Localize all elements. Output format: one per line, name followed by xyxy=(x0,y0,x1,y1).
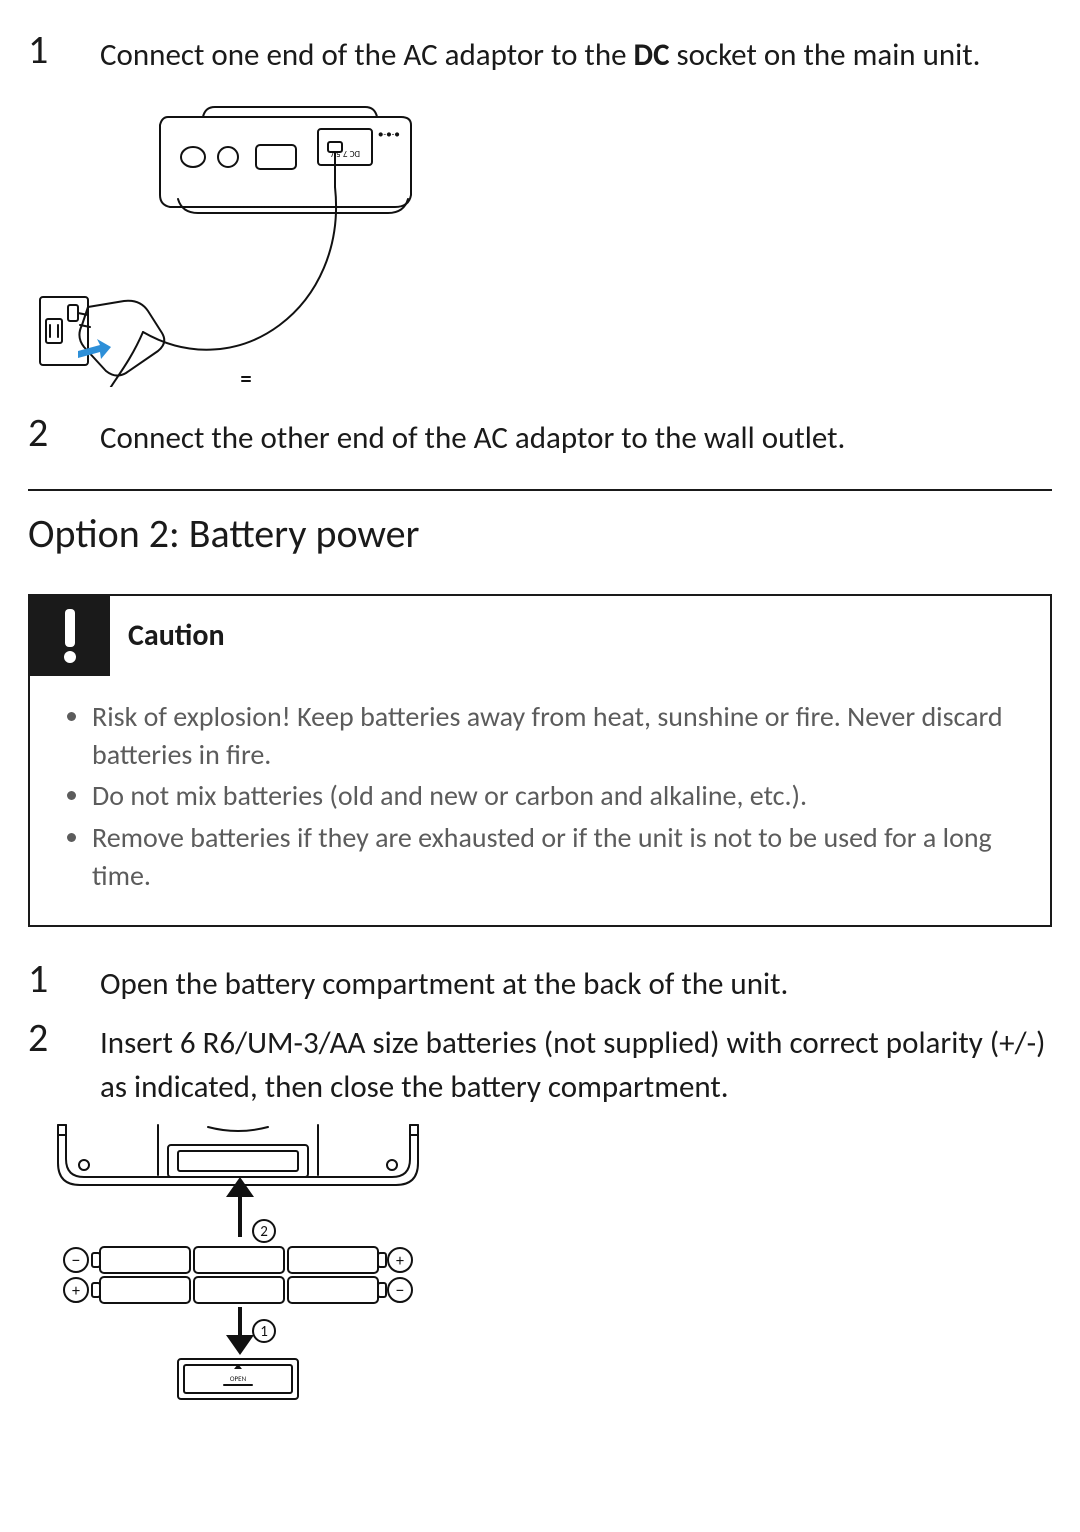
cover-open-label: OPEN xyxy=(230,1374,247,1383)
step-1-text: Connect one end of the AC adaptor to the… xyxy=(100,28,981,77)
exclamation-icon xyxy=(30,596,110,676)
step-1: 1 Connect one end of the AC adaptor to t… xyxy=(28,28,1052,77)
caution-bullet-3: Remove batteries if they are exhausted o… xyxy=(92,819,1024,895)
battery-step-2-number: 2 xyxy=(28,1016,100,1060)
battery-step-2: 2 Insert 6 R6/UM-3/AA size batteries (no… xyxy=(28,1016,1052,1109)
caution-bullet-1: Risk of explosion! Keep batteries away f… xyxy=(92,698,1024,774)
polarity-left-row2: + xyxy=(72,1282,80,1301)
step-2: 2 Connect the other end of the AC adapto… xyxy=(28,411,1052,460)
caution-body: Risk of explosion! Keep batteries away f… xyxy=(30,676,1050,925)
arrow-label-1: 1 xyxy=(260,1323,268,1341)
step-2-text: Connect the other end of the AC adaptor … xyxy=(100,411,845,460)
section-divider xyxy=(28,489,1052,491)
polarity-right-row1: + xyxy=(396,1252,404,1271)
option-2-heading: Option 2: Battery power xyxy=(28,509,1052,558)
svg-text:●-●-●: ●-●-● xyxy=(378,129,400,140)
step-1-text-strong: DC xyxy=(634,36,670,74)
polarity-right-row2: − xyxy=(396,1279,405,1301)
diagram-ac-adaptor: DC 7.5V ●-●-● xyxy=(28,87,1052,387)
battery-step-2-text: Insert 6 R6/UM-3/AA size batteries (not … xyxy=(100,1016,1052,1109)
svg-text:DC 7.5V: DC 7.5V xyxy=(330,148,360,159)
caution-bullet-2: Do not mix batteries (old and new or car… xyxy=(92,777,1024,815)
arrow-label-2: 2 xyxy=(260,1223,268,1241)
caution-header: Caution xyxy=(30,596,1050,676)
step-1-text-b: socket on the main unit. xyxy=(670,36,981,74)
step-2-number: 2 xyxy=(28,411,100,455)
battery-step-1-text: Open the battery compartment at the back… xyxy=(100,957,788,1006)
caution-title: Caution xyxy=(128,617,225,654)
battery-step-1: 1 Open the battery compartment at the ba… xyxy=(28,957,1052,1006)
step-1-number: 1 xyxy=(28,28,100,72)
manual-page: 1 Connect one end of the AC adaptor to t… xyxy=(0,0,1080,1473)
caution-box: Caution Risk of explosion! Keep batterie… xyxy=(28,594,1052,927)
polarity-left-row1: − xyxy=(72,1249,81,1271)
diagram-battery-compartment: 2 xyxy=(28,1119,1052,1409)
battery-step-1-number: 1 xyxy=(28,957,100,1001)
step-1-text-a: Connect one end of the AC adaptor to the xyxy=(100,36,634,74)
